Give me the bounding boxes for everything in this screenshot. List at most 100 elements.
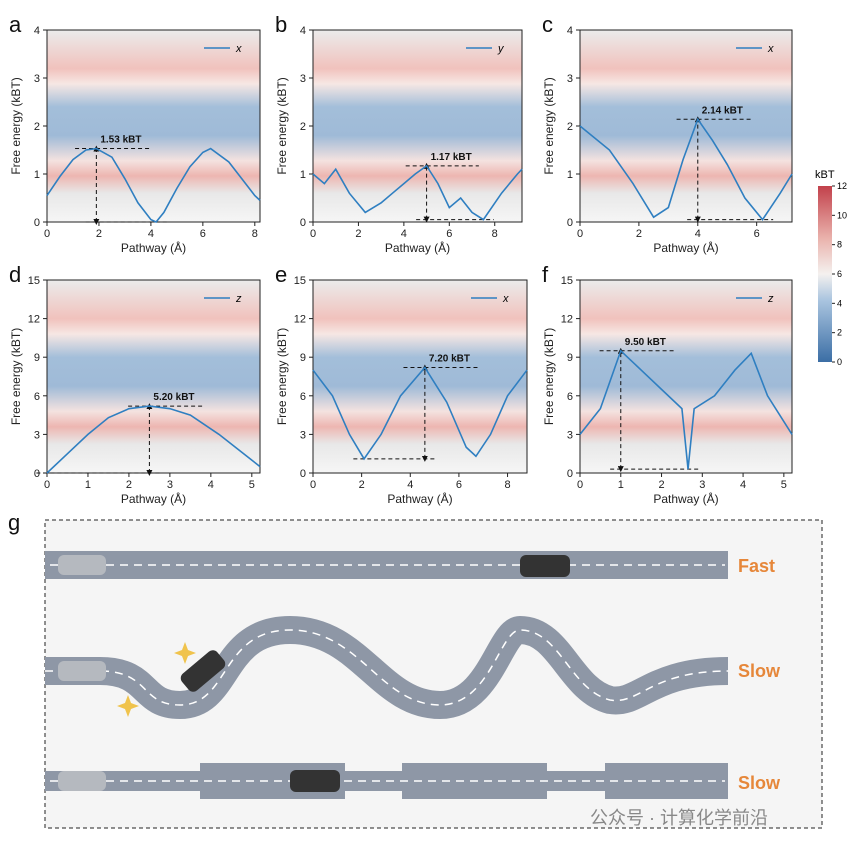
x-tick-label: 6 xyxy=(754,228,760,240)
y-axis-label: Free energy (kBT) xyxy=(275,328,289,425)
lane xyxy=(45,629,729,706)
panel-letter: f xyxy=(542,262,549,287)
panel: 0 1 2 3 4 0 2 4 6 8 Pathway (Å) Free energy (kBT) b 1… xyxy=(275,12,523,255)
car xyxy=(290,770,340,792)
watermark: 公众号 · 计算化学前沿 xyxy=(590,808,768,828)
annotation: 1.53 kBT xyxy=(100,135,141,146)
panel-letter: a xyxy=(9,12,22,37)
y-tick-label: 1 xyxy=(567,169,573,181)
legend-label: z xyxy=(235,293,242,305)
panel-letter: c xyxy=(542,12,553,37)
x-tick-label: 1 xyxy=(85,479,91,491)
curve xyxy=(46,405,261,474)
x-tick-label: 0 xyxy=(577,479,583,491)
x-tick-label: 8 xyxy=(252,228,258,240)
x-tick-label: 6 xyxy=(200,228,206,240)
legend-label: x xyxy=(767,43,774,55)
y-axis-label: Free energy (kBT) xyxy=(9,77,23,174)
y-tick-label: 12 xyxy=(561,314,573,326)
heatmap-background xyxy=(313,280,527,473)
x-tick-label: 2 xyxy=(658,479,664,491)
plot-frame xyxy=(579,279,793,474)
colorbar-tick-label: 4 xyxy=(837,298,842,308)
y-axis-label: Free energy (kBT) xyxy=(275,77,289,174)
panel: 0 1 2 3 4 0 2 4 6 8 Pathway (Å) Free energy (kBT) a 1… xyxy=(9,12,261,255)
speed-label: Slow xyxy=(738,773,781,793)
heatmap-background xyxy=(47,280,260,473)
x-tick-label: 8 xyxy=(504,479,510,491)
y-tick-label: 9 xyxy=(34,352,40,364)
y-tick-label: 0 xyxy=(300,217,306,229)
annotation: 2.14 kBT xyxy=(702,105,743,116)
legend-label: x xyxy=(235,43,242,55)
y-tick-label: 2 xyxy=(300,121,306,133)
schematic: g Fast Slow Slow 公众号 · 计算化学前沿 xyxy=(8,510,823,829)
panel: 0 3 6 9 12 15 0 2 4 6 8 Pathway (Å) Free energy (kBT… xyxy=(275,262,528,506)
car xyxy=(520,555,570,577)
x-tick-label: 4 xyxy=(401,228,407,240)
x-tick-label: 5 xyxy=(781,479,787,491)
x-tick-label: 6 xyxy=(446,228,452,240)
y-tick-label: 6 xyxy=(300,391,306,403)
y-tick-label: 6 xyxy=(34,391,40,403)
y-tick-label: 3 xyxy=(300,429,306,441)
x-axis-label: Pathway (Å) xyxy=(121,491,186,506)
plot-frame xyxy=(312,279,528,474)
y-tick-label: 3 xyxy=(34,429,40,441)
x-tick-label: 2 xyxy=(355,228,361,240)
y-tick-label: 15 xyxy=(561,275,573,287)
x-tick-label: 4 xyxy=(148,228,154,240)
y-tick-label: 0 xyxy=(34,468,40,480)
heatmap-background xyxy=(580,30,792,222)
colorbar-title: kBT xyxy=(815,169,835,181)
x-tick-label: 1 xyxy=(618,479,624,491)
y-tick-label: 6 xyxy=(567,391,573,403)
y-tick-label: 4 xyxy=(300,25,306,37)
x-tick-label: 6 xyxy=(456,479,462,491)
y-tick-label: 1 xyxy=(34,169,40,181)
x-tick-label: 2 xyxy=(359,479,365,491)
heatmap-background xyxy=(47,30,260,222)
panel-letter: d xyxy=(9,262,21,287)
y-tick-label: 0 xyxy=(567,468,573,480)
plot-frame xyxy=(46,279,261,474)
y-tick-label: 3 xyxy=(567,429,573,441)
colorbar-tick-label: 6 xyxy=(837,269,842,279)
x-tick-label: 8 xyxy=(492,228,498,240)
legend-label: z xyxy=(767,293,774,305)
x-tick-label: 0 xyxy=(310,479,316,491)
car-ghost xyxy=(58,661,106,681)
x-tick-label: 4 xyxy=(695,228,701,240)
speed-label: Slow xyxy=(738,661,781,681)
y-tick-label: 15 xyxy=(28,275,40,287)
x-tick-label: 3 xyxy=(699,479,705,491)
y-tick-label: 0 xyxy=(567,217,573,229)
annotation: 5.20 kBT xyxy=(153,392,194,403)
x-axis-label: Pathway (Å) xyxy=(653,491,718,506)
y-tick-label: 0 xyxy=(34,217,40,229)
x-tick-label: 5 xyxy=(249,479,255,491)
colorbar-tick-label: 10 xyxy=(837,210,847,220)
y-tick-label: 2 xyxy=(567,121,573,133)
x-axis-label: Pathway (Å) xyxy=(385,240,450,255)
curve xyxy=(312,366,528,461)
x-tick-label: 0 xyxy=(577,228,583,240)
y-tick-label: 4 xyxy=(567,25,573,37)
x-tick-label: 4 xyxy=(208,479,214,491)
curve xyxy=(46,147,261,223)
y-axis-label: Free energy (kBT) xyxy=(542,328,556,425)
colorbar: kBT 0 2 4 6 8 10 12 xyxy=(815,169,847,367)
x-axis-label: Pathway (Å) xyxy=(387,491,452,506)
car-ghost xyxy=(58,555,106,575)
x-tick-label: 4 xyxy=(407,479,413,491)
colorbar-tick-label: 8 xyxy=(837,240,842,250)
x-tick-label: 2 xyxy=(96,228,102,240)
speed-label: Fast xyxy=(738,556,775,576)
x-tick-label: 0 xyxy=(44,228,50,240)
car xyxy=(180,650,226,692)
y-axis-label: Free energy (kBT) xyxy=(542,77,556,174)
spark xyxy=(117,695,139,717)
